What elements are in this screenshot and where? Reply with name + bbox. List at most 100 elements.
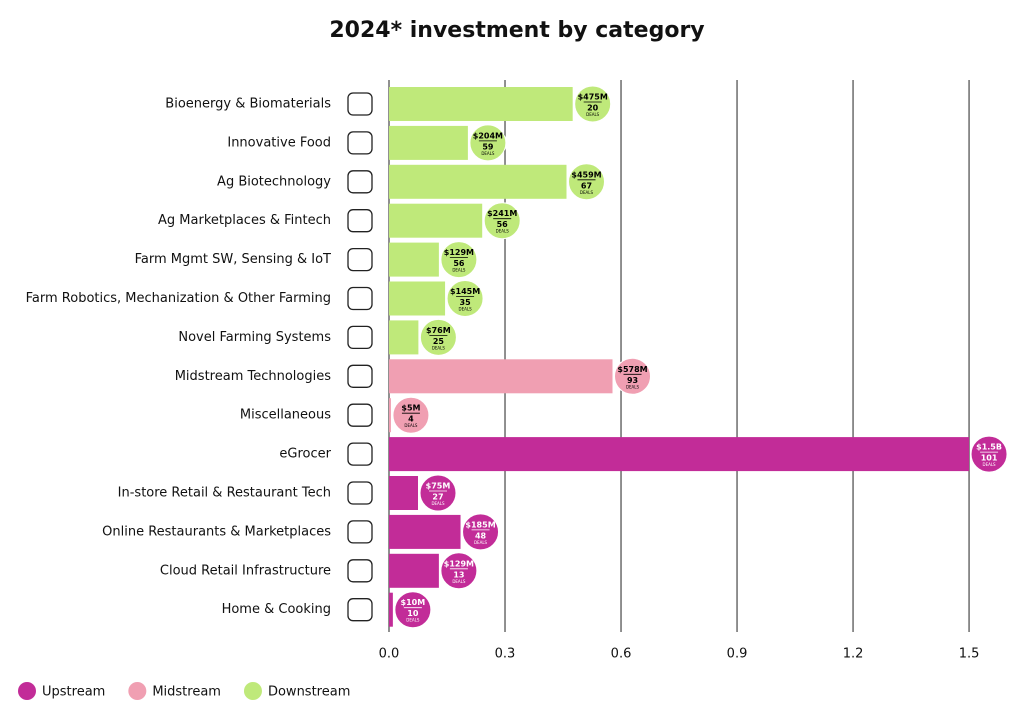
deals-label: DEALS	[406, 618, 420, 623]
category-icon	[347, 209, 373, 233]
deals-count: 101	[981, 454, 998, 463]
bubble	[419, 474, 457, 512]
bubble	[483, 202, 521, 240]
deals-count: 93	[627, 376, 638, 385]
category-icon	[347, 403, 373, 427]
legend-label: Midstream	[152, 685, 221, 700]
deals-label: DEALS	[452, 579, 466, 584]
bar	[389, 437, 970, 472]
category-label: eGrocer	[279, 447, 331, 462]
deals-label: DEALS	[432, 345, 446, 350]
bar	[389, 203, 483, 238]
bar	[389, 553, 439, 588]
legend-swatch	[18, 682, 36, 700]
deals-count: 56	[497, 220, 509, 229]
deals-label: DEALS	[452, 268, 466, 273]
deals-count: 4	[408, 415, 414, 424]
value-label: $204M	[473, 131, 503, 140]
bubble	[567, 163, 605, 201]
category-label: Home & Cooking	[222, 602, 331, 617]
bubble	[574, 85, 612, 123]
deals-label: DEALS	[580, 190, 594, 195]
category-label: In-store Retail & Restaurant Tech	[118, 486, 331, 501]
bubble	[419, 318, 457, 356]
category-label: Farm Mgmt SW, Sensing & IoT	[135, 252, 331, 267]
value-label: $459M	[571, 170, 601, 179]
bubble	[440, 552, 478, 590]
deals-label: DEALS	[982, 462, 996, 467]
deals-label: DEALS	[626, 384, 640, 389]
deals-label: DEALS	[404, 423, 418, 428]
deals-count: 48	[475, 531, 487, 540]
category-icon	[347, 481, 373, 505]
x-tick-label: 1.5	[959, 647, 980, 662]
bubble	[446, 280, 484, 317]
bar	[389, 476, 419, 510]
category-label: Innovative Food	[227, 135, 331, 150]
deals-count: 56	[453, 259, 465, 268]
category-icon	[347, 598, 373, 622]
category-icon	[347, 247, 373, 272]
bar	[389, 164, 567, 199]
legend-swatch	[128, 682, 147, 700]
legend-swatch	[243, 682, 262, 700]
value-label: $145M	[450, 287, 480, 296]
bubble	[440, 241, 478, 279]
category-label: Cloud Retail Infrastructure	[160, 563, 331, 578]
value-label: $129M	[444, 248, 474, 257]
bar	[389, 242, 439, 277]
category-icon	[347, 131, 373, 155]
bubble	[469, 124, 507, 162]
value-label: $578M	[617, 365, 647, 374]
deals-label: DEALS	[586, 112, 600, 117]
category-label: Miscellaneous	[240, 408, 331, 423]
category-icon	[347, 286, 373, 311]
value-label: $75M	[426, 482, 451, 491]
value-label: $5M	[401, 404, 420, 413]
bar	[389, 281, 446, 316]
chart-title: 2024* investment by category	[329, 18, 704, 43]
value-label: $129M	[444, 559, 474, 568]
deals-count: 67	[581, 181, 592, 190]
value-label: $76M	[426, 326, 451, 335]
bubble	[614, 357, 652, 395]
bubble	[392, 396, 430, 434]
bar	[389, 398, 391, 433]
bubble	[970, 435, 1008, 473]
x-tick-label: 0.6	[611, 647, 632, 662]
deals-label: DEALS	[496, 229, 510, 234]
legend-label: Downstream	[268, 685, 350, 700]
x-tick-label: 0.9	[727, 647, 748, 662]
x-tick-label: 0.3	[495, 647, 516, 662]
value-label: $241M	[487, 209, 517, 218]
category-icon	[347, 520, 373, 544]
deals-count: 20	[587, 104, 599, 113]
category-icon	[347, 559, 373, 583]
category-icon	[347, 325, 373, 350]
category-label: Midstream Technologies	[175, 369, 332, 384]
deals-count: 27	[432, 493, 443, 502]
category-icon	[347, 170, 373, 194]
deals-count: 10	[407, 609, 419, 618]
category-label: Ag Marketplaces & Fintech	[158, 213, 331, 228]
deals-label: DEALS	[431, 501, 445, 506]
bar	[389, 514, 461, 549]
deals-label: DEALS	[481, 151, 495, 156]
category-label: Bioenergy & Biomaterials	[165, 97, 331, 112]
x-tick-label: 0.0	[379, 647, 400, 662]
bar	[389, 592, 393, 627]
bar	[389, 320, 419, 355]
bar	[389, 125, 468, 160]
deals-label: DEALS	[459, 307, 473, 312]
bar	[389, 359, 613, 394]
